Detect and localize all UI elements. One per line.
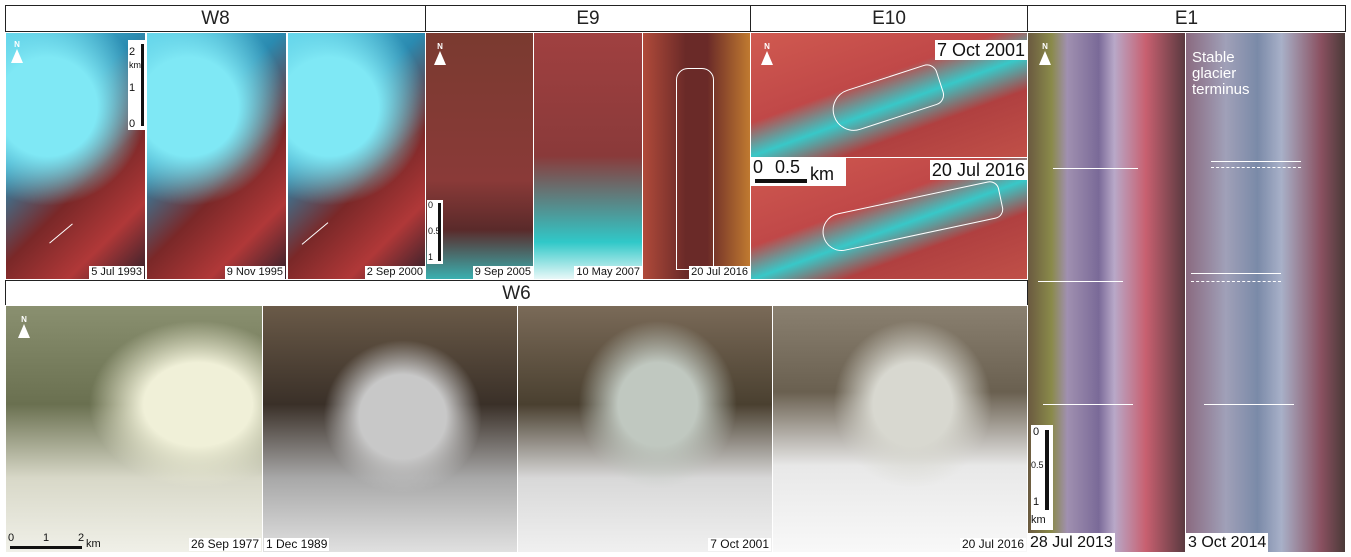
profile-line	[1191, 273, 1281, 274]
annotation-line: glacier	[1192, 66, 1250, 82]
image	[146, 32, 287, 280]
scale-unit: km	[86, 538, 101, 550]
north-arrow: N	[433, 42, 447, 65]
image	[772, 305, 1028, 553]
image	[642, 32, 751, 280]
scale-label: 2	[129, 46, 135, 58]
image	[533, 32, 643, 280]
profile-line	[1043, 404, 1133, 405]
outline	[827, 62, 946, 137]
scale-label: 0	[129, 118, 135, 130]
scale-unit: km	[1031, 514, 1046, 526]
panel-title: E10	[750, 5, 1028, 32]
profile-line	[1204, 404, 1294, 405]
date-label: 3 Oct 2014	[1186, 533, 1268, 553]
outline	[676, 68, 714, 270]
north-arrow: N	[17, 315, 31, 338]
image	[287, 32, 426, 280]
date-label: 5 Jul 1993	[89, 266, 144, 279]
profile-line	[1211, 161, 1301, 162]
image	[5, 305, 263, 553]
scale-label: 0	[8, 532, 14, 544]
scale-label: 0.5	[775, 157, 800, 178]
date-label: 1 Dec 1989	[264, 538, 329, 551]
image	[517, 305, 773, 553]
scale-unit: km	[810, 164, 834, 185]
scale-label: 1	[428, 252, 433, 262]
scale-label: 0	[753, 157, 763, 178]
panel-title: W8	[5, 5, 426, 32]
profile-line	[1038, 281, 1123, 282]
date-label: 9 Nov 1995	[225, 266, 285, 279]
scale-label: 0.5	[428, 226, 441, 236]
scale-bar	[1045, 430, 1049, 510]
date-label: 7 Oct 2001	[935, 40, 1027, 60]
annotation-line: Stable	[1192, 50, 1250, 66]
profile-line	[302, 222, 329, 245]
panel-title: E9	[425, 5, 751, 32]
profile-line	[1053, 168, 1138, 169]
date-label: 10 May 2007	[574, 266, 642, 279]
image	[1185, 32, 1346, 553]
scale-label: 1	[1033, 496, 1039, 508]
panel-title: W6	[5, 280, 1028, 306]
profile-line	[49, 223, 73, 243]
annotation-line: terminus	[1192, 82, 1250, 98]
scale-label: 1	[129, 82, 135, 94]
scale-label: 2	[78, 532, 84, 544]
scale-label: 0	[1033, 426, 1039, 438]
date-label: 28 Jul 2013	[1028, 533, 1115, 553]
profile-line	[1191, 281, 1281, 283]
scale-bar	[10, 546, 82, 549]
date-label: 20 Jul 2016	[930, 160, 1027, 180]
north-arrow: N	[10, 40, 24, 63]
date-label: 7 Oct 2001	[708, 538, 771, 551]
image	[5, 32, 146, 280]
outline	[819, 179, 1005, 254]
profile-line	[1211, 167, 1301, 169]
scale-label: 0.5	[1031, 460, 1044, 470]
scale-unit: km	[129, 60, 141, 70]
date-label: 20 Jul 2016	[689, 266, 750, 279]
date-label: 20 Jul 2016	[960, 538, 1026, 551]
north-arrow: N	[1038, 42, 1052, 65]
scale-label: 1	[43, 532, 49, 544]
north-arrow: N	[760, 42, 774, 65]
date-label: 2 Sep 2000	[365, 266, 425, 279]
scale-bar	[141, 44, 144, 126]
scale-bar	[755, 179, 807, 183]
image	[262, 305, 518, 553]
figure: W8 N 0 1 2 km 5 Jul 1993 9 Nov 1995 2 Se…	[0, 0, 1351, 557]
panel-title: E1	[1027, 5, 1346, 32]
date-label: 26 Sep 1977	[189, 538, 261, 551]
scale-label: 0	[428, 200, 433, 210]
date-label: 9 Sep 2005	[473, 266, 533, 279]
